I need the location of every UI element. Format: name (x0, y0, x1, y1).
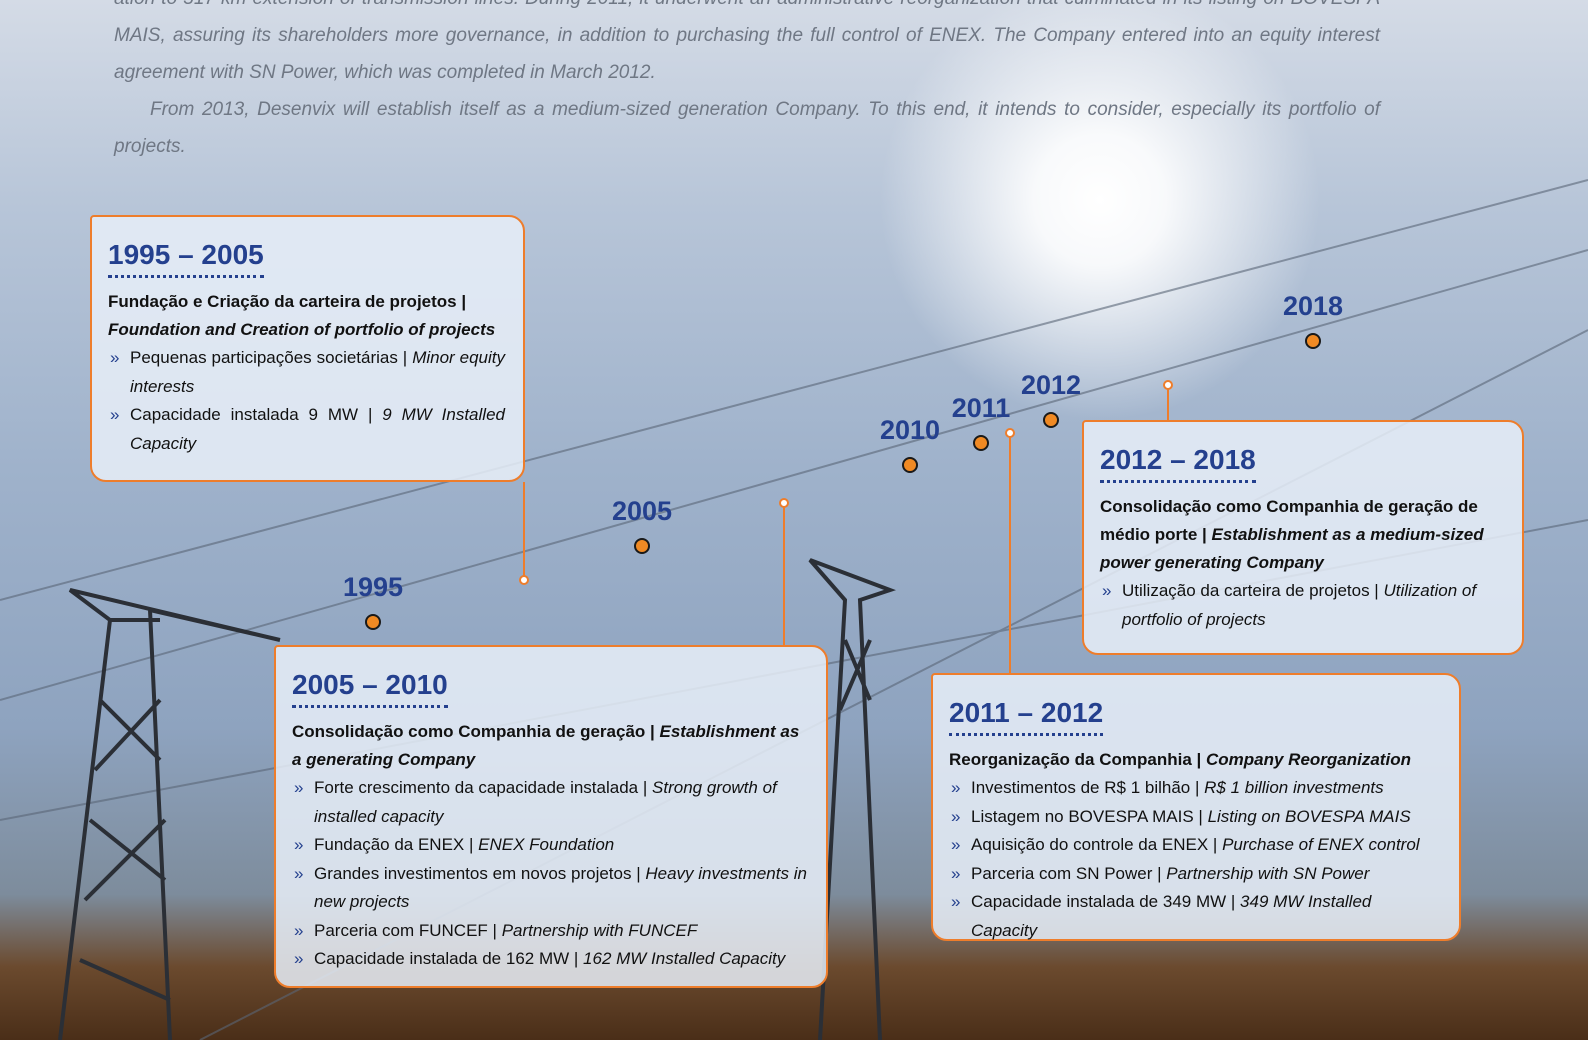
item-list: Utilização da carteira de projetos | Uti… (1100, 577, 1504, 634)
heading-en: Foundation and Creation of portfolio of … (108, 320, 496, 339)
intro-text: ation to 517 km extension of transmissio… (114, 0, 1380, 165)
item-pt: Parceria com FUNCEF | (314, 920, 497, 940)
item-list: Investimentos de R$ 1 bilhão | R$ 1 bill… (949, 774, 1441, 945)
item-pt: Grandes investimentos em novos projetos … (314, 863, 641, 883)
item: Utilização da carteira de projetos | Uti… (1100, 577, 1504, 634)
year-dot (1043, 412, 1059, 428)
year-label: 2011 (951, 393, 1011, 423)
heading-pt: Consolidação como Companhia de geração | (292, 722, 655, 741)
period-box: 1995 – 2005 Fundação e Criação da carteir… (90, 215, 525, 482)
tower (58, 558, 896, 1040)
item-pt: Aquisição do controle da ENEX | (971, 835, 1218, 854)
item-en: 9 MW Installed Capacity (130, 405, 505, 453)
period-box: 2011 – 2012 Reorganização da Companhia | … (931, 673, 1461, 941)
year-dot (902, 457, 918, 473)
item-en: Heavy investments in new projects (314, 863, 807, 912)
heading-en: Establishment as a generating Company (292, 722, 800, 769)
heading-pt: Consolidação como Companhia de geração d… (1100, 497, 1478, 544)
period-title: 1995 – 2005 (108, 239, 264, 278)
period-title: 2005 – 2010 (292, 669, 448, 708)
item: Grandes investimentos em novos projetos … (292, 860, 808, 917)
paragraph: From 2013, Desenvix will establish itsel… (114, 99, 1380, 157)
heading-pt: Reorganização da Companhia | (949, 750, 1202, 769)
item-pt: Pequenas participações societárias | (130, 348, 408, 367)
item-pt: Capacidade instalada de 349 MW | (971, 892, 1236, 911)
period-heading: Fundação e Criação da carteira de projet… (108, 288, 505, 344)
item-en: Partnership with SN Power (1166, 863, 1370, 883)
item-list: Pequenas participações societárias | Min… (108, 344, 505, 458)
period-heading: Consolidação como Companhia de geração |… (292, 718, 808, 774)
heading-pt: Fundação e Criação da carteira de projet… (108, 292, 467, 311)
period-title: 2012 – 2018 (1100, 444, 1256, 483)
item-en: Listing on BOVESPA MAIS (1207, 806, 1411, 826)
year-label: 2012 (1020, 370, 1082, 400)
item-en: R$ 1 billion investments (1204, 778, 1384, 797)
item-pt: Utilização da carteira de projetos | (1122, 581, 1379, 600)
year-dot (634, 538, 650, 554)
year-label: 2005 (611, 496, 673, 526)
item-en: Purchase of ENEX control (1222, 835, 1420, 854)
item-en: ENEX Foundation (478, 835, 615, 854)
item: Listagem no BOVESPA MAIS | Listing on BO… (949, 803, 1441, 832)
year-label: 1995 (342, 572, 404, 602)
item: Parceria com FUNCEF | Partnership with F… (292, 917, 808, 946)
item-pt: Fundação da ENEX | (314, 835, 474, 854)
year-dot (1305, 333, 1321, 349)
period-box: 2005 – 2010 Consolidação como Companhia d… (274, 645, 828, 988)
connectors (519, 380, 1173, 673)
year-label: 2010 (879, 415, 941, 445)
item-pt: Capacidade instalada de 162 MW | (314, 949, 579, 968)
heading-en: Company Reorganization (1206, 750, 1411, 769)
item-pt: Capacidade instalada 9 MW | (130, 405, 373, 424)
heading-en: Establishment as a medium-sized power ge… (1100, 525, 1484, 572)
period-box: 2012 – 2018 Consolidação como Companhia d… (1082, 420, 1524, 655)
item-en: Minor equity interests (130, 348, 505, 396)
period-heading: Reorganização da Companhia | Company Reo… (949, 746, 1441, 774)
item: Aquisição do controle da ENEX | Purchase… (949, 831, 1441, 860)
item-en: 349 MW Installed Capacity (971, 892, 1372, 940)
paragraph: ation to 517 km extension of transmissio… (114, 0, 1380, 83)
item-en: Strong growth of installed capacity (314, 778, 777, 826)
year-label: 2018 (1282, 291, 1344, 321)
year-dot (973, 435, 989, 451)
year-dot (365, 614, 381, 630)
period-heading: Consolidação como Companhia de geração d… (1100, 493, 1504, 577)
item-pt: Listagem no BOVESPA MAIS | (971, 806, 1203, 826)
item-en: Utilization of portfolio of projects (1122, 581, 1477, 629)
item-list: Forte crescimento da capacidade instalad… (292, 774, 808, 974)
item-en: 162 MW Installed Capacity (583, 949, 786, 968)
item-pt: Forte crescimento da capacidade instalad… (314, 778, 648, 797)
period-title: 2011 – 2012 (949, 697, 1104, 736)
item: Capacidade instalada de 349 MW | 349 MW … (949, 888, 1441, 945)
item: Pequenas participações societárias | Min… (108, 344, 505, 401)
sun (880, 0, 1320, 420)
item-en: Partnership with FUNCEF (501, 920, 698, 940)
item-pt: Parceria com SN Power | (971, 863, 1162, 883)
item: Capacidade instalada de 162 MW | 162 MW … (292, 945, 808, 974)
item: Capacidade instalada 9 MW | 9 MW Install… (108, 401, 505, 458)
item: Fundação da ENEX | ENEX Foundation (292, 831, 808, 860)
item: Parceria com SN Power | Partnership with… (949, 860, 1441, 889)
item: Forte crescimento da capacidade instalad… (292, 774, 808, 831)
item-pt: Investimentos de R$ 1 bilhão | (971, 778, 1200, 797)
item: Investimentos de R$ 1 bilhão | R$ 1 bill… (949, 774, 1441, 803)
